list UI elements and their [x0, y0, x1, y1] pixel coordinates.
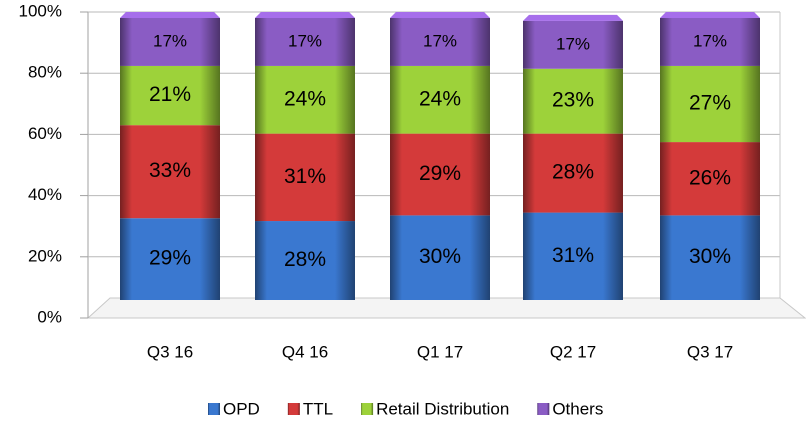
bar-top	[660, 12, 760, 18]
y-tick-label: 60%	[28, 124, 62, 143]
x-tick-label: Q3 16	[147, 342, 193, 361]
bar-segment	[390, 133, 490, 216]
y-tick-label: 0%	[37, 307, 62, 326]
bar-segment	[255, 65, 355, 134]
data-label: 28%	[284, 248, 326, 271]
y-tick-label: 20%	[28, 246, 62, 265]
bar-segment	[120, 65, 220, 126]
data-label: 30%	[419, 245, 461, 268]
x-tick-label: Q2 17	[550, 342, 596, 361]
legend-swatch	[208, 403, 220, 415]
data-label: 29%	[149, 247, 191, 270]
data-label: 29%	[419, 162, 461, 185]
x-tick-label: Q4 16	[282, 342, 328, 361]
data-label: 27%	[689, 92, 731, 115]
data-label: 17%	[153, 31, 187, 50]
bar-segment	[660, 142, 760, 216]
data-label: 23%	[552, 89, 594, 112]
legend-label: Retail Distribution	[376, 399, 509, 418]
bar-top	[120, 12, 220, 18]
bar-segment	[390, 65, 490, 134]
legend-label: Others	[552, 399, 603, 418]
bar-top	[390, 12, 490, 18]
legend-swatch	[537, 403, 550, 415]
bar-segment	[120, 18, 220, 66]
data-label: 24%	[419, 87, 461, 110]
y-tick-label: 80%	[28, 63, 62, 82]
legend-label: TTL	[303, 399, 333, 418]
bar-segment	[255, 133, 355, 222]
bar-top	[255, 12, 355, 18]
y-tick-label: 40%	[28, 185, 62, 204]
data-label: 28%	[552, 161, 594, 184]
bar-segment	[390, 215, 490, 300]
legend-label: OPD	[223, 399, 260, 418]
bar-top	[523, 14, 623, 21]
bar-segment	[255, 18, 355, 66]
data-label: 17%	[288, 31, 322, 50]
floor	[86, 297, 806, 319]
bar-segment	[523, 68, 623, 134]
data-label: 31%	[552, 244, 594, 267]
bar-segment	[660, 18, 760, 66]
data-label: 24%	[284, 87, 326, 110]
data-label: 17%	[693, 31, 727, 50]
data-label: 21%	[149, 83, 191, 106]
y-tick-label: 100%	[19, 1, 62, 20]
data-label: 17%	[556, 34, 590, 53]
data-label: 17%	[423, 31, 457, 50]
data-label: 31%	[284, 165, 326, 188]
x-tick-label: Q3 17	[687, 342, 733, 361]
bar-segment	[660, 65, 760, 143]
data-label: 33%	[149, 159, 191, 182]
bar-segment	[255, 221, 355, 300]
x-tick-label: Q1 17	[417, 342, 463, 361]
legend-swatch	[361, 403, 374, 415]
data-label: 26%	[689, 166, 731, 189]
legend-swatch	[287, 403, 300, 415]
data-label: 30%	[689, 245, 731, 268]
bar-segment	[523, 133, 623, 213]
bar-segment	[523, 20, 623, 69]
bar-segment	[120, 125, 220, 219]
bar-segment	[523, 212, 623, 300]
bar-segment	[660, 215, 760, 300]
bar-segment	[390, 18, 490, 66]
bar-segment	[120, 218, 220, 300]
